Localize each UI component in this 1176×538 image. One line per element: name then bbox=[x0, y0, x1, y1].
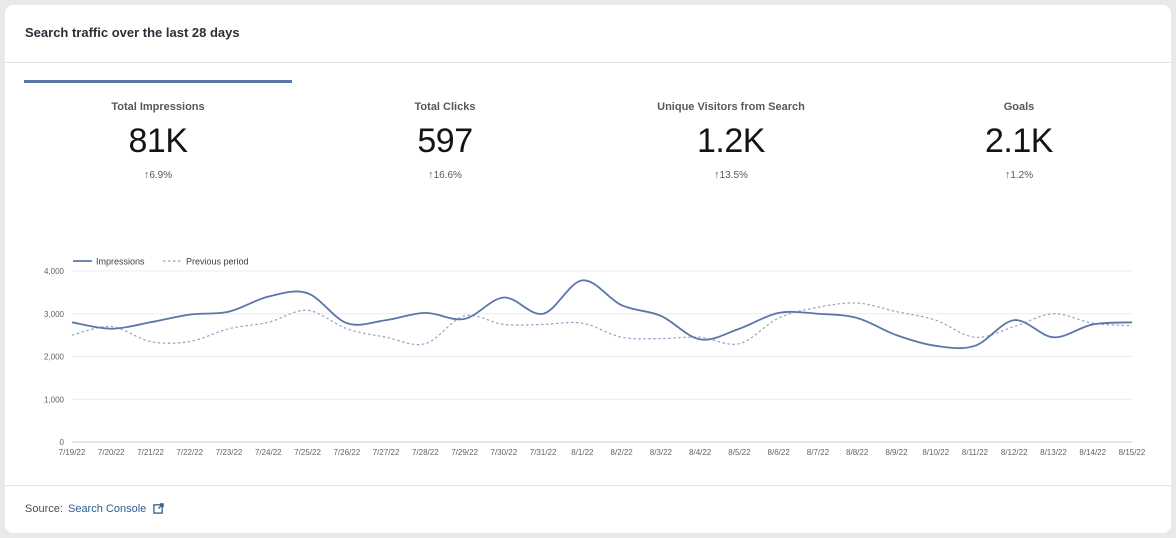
metric-value: 1.2K bbox=[697, 122, 765, 160]
x-tick-label: 8/15/22 bbox=[1119, 448, 1146, 457]
search-console-link[interactable]: Search Console bbox=[67, 503, 147, 515]
metric-label: Total Clicks bbox=[414, 101, 476, 113]
y-tick-label: 2,000 bbox=[44, 353, 65, 362]
footer-divider bbox=[5, 485, 1171, 486]
metric-delta: ↑1.2% bbox=[889, 169, 1149, 181]
metric-total-clicks[interactable]: Total Clicks 597 ↑16.6% bbox=[315, 101, 575, 181]
x-tick-label: 8/5/22 bbox=[728, 448, 751, 457]
x-tick-label: 8/4/22 bbox=[689, 448, 712, 457]
footer-source: Source: Search Console bbox=[25, 503, 165, 515]
x-tick-label: 8/7/22 bbox=[807, 448, 830, 457]
metric-value: 2.1K bbox=[985, 122, 1053, 160]
x-tick-label: 8/2/22 bbox=[611, 448, 634, 457]
active-metric-indicator bbox=[24, 80, 292, 83]
legend-label-impressions: Impressions bbox=[96, 257, 145, 267]
metric-delta: ↑6.9% bbox=[28, 169, 288, 181]
metric-delta-value: 6.9% bbox=[149, 170, 173, 181]
x-tick-label: 7/29/22 bbox=[451, 448, 478, 457]
series-line-previous-period bbox=[71, 302, 1133, 346]
x-tick-label: 8/14/22 bbox=[1079, 448, 1106, 457]
arrow-up-icon: ↑ bbox=[714, 169, 720, 181]
x-tick-label: 7/25/22 bbox=[294, 448, 321, 457]
source-label: Source: bbox=[25, 503, 63, 515]
arrow-up-icon: ↑ bbox=[143, 169, 150, 181]
x-tick-label: 7/30/22 bbox=[491, 448, 518, 457]
card-title: Search traffic over the last 28 days bbox=[25, 25, 240, 40]
header-divider bbox=[5, 62, 1171, 63]
metric-delta-value: 13.5% bbox=[719, 170, 748, 181]
x-tick-label: 8/8/22 bbox=[846, 448, 869, 457]
metric-value: 81K bbox=[128, 122, 189, 160]
x-tick-label: 7/28/22 bbox=[412, 448, 439, 457]
x-tick-label: 8/6/22 bbox=[768, 448, 791, 457]
search-traffic-card: Search traffic over the last 28 days Tot… bbox=[5, 5, 1171, 533]
x-tick-label: 7/19/22 bbox=[59, 448, 86, 457]
metric-label: Unique Visitors from Search bbox=[657, 101, 805, 113]
metric-total-impressions[interactable]: Total Impressions 81K ↑6.9% bbox=[28, 101, 288, 181]
x-tick-label: 7/27/22 bbox=[373, 448, 400, 457]
legend-label-previous-period: Previous period bbox=[186, 257, 249, 267]
metric-label: Goals bbox=[1003, 101, 1035, 113]
metric-goals[interactable]: Goals 2.1K ↑1.2% bbox=[889, 101, 1149, 181]
x-tick-label: 8/10/22 bbox=[922, 448, 949, 457]
x-tick-label: 7/23/22 bbox=[216, 448, 243, 457]
x-tick-label: 7/20/22 bbox=[98, 448, 125, 457]
metric-value: 597 bbox=[417, 122, 473, 160]
x-tick-label: 8/13/22 bbox=[1040, 448, 1067, 457]
series-line-impressions bbox=[71, 279, 1133, 350]
metric-delta-value: 1.2% bbox=[1010, 170, 1034, 181]
arrow-up-icon: ↑ bbox=[428, 169, 434, 181]
x-tick-label: 7/31/22 bbox=[530, 448, 557, 457]
external-link-icon[interactable] bbox=[153, 503, 165, 514]
y-tick-label: 4,000 bbox=[44, 267, 65, 276]
x-tick-label: 7/24/22 bbox=[255, 448, 282, 457]
metric-unique-visitors[interactable]: Unique Visitors from Search 1.2K ↑13.5% bbox=[601, 101, 861, 181]
metric-delta-value: 16.6% bbox=[433, 170, 462, 181]
metric-label: Total Impressions bbox=[111, 101, 205, 113]
x-tick-label: 7/26/22 bbox=[333, 448, 360, 457]
x-tick-label: 7/22/22 bbox=[176, 448, 203, 457]
metric-delta: ↑16.6% bbox=[315, 169, 575, 181]
y-tick-label: 1,000 bbox=[44, 395, 65, 404]
x-tick-label: 8/11/22 bbox=[962, 448, 989, 457]
x-tick-label: 7/21/22 bbox=[137, 448, 164, 457]
x-tick-label: 8/3/22 bbox=[650, 448, 673, 457]
x-tick-label: 8/1/22 bbox=[571, 448, 594, 457]
x-tick-label: 8/9/22 bbox=[885, 448, 908, 457]
y-tick-label: 0 bbox=[60, 438, 65, 447]
metric-delta: ↑13.5% bbox=[601, 169, 861, 181]
x-tick-label: 8/12/22 bbox=[1001, 448, 1028, 457]
traffic-line-chart: 0 1,000 2,000 3,000 4,000 7/19/22 7/20/22 7/21/… bbox=[44, 257, 1146, 458]
arrow-up-icon: ↑ bbox=[1004, 169, 1011, 181]
y-tick-label: 3,000 bbox=[44, 310, 65, 319]
